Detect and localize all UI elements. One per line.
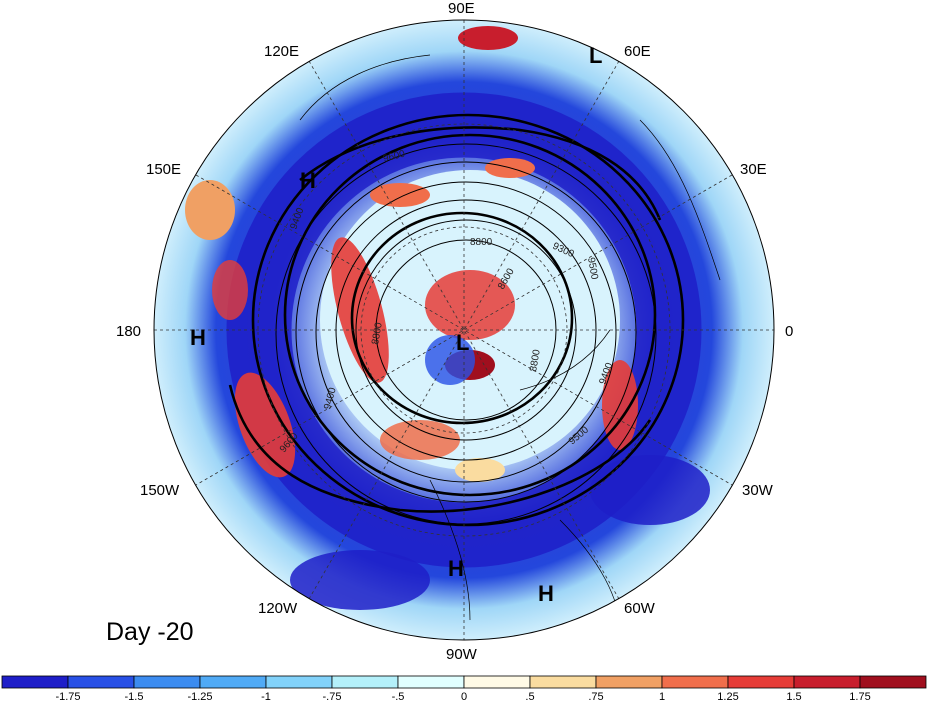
lon-label-90e: 90E [448, 0, 475, 17]
lon-label-90w: 90W [446, 646, 478, 663]
lon-label-30e: 30E [740, 161, 767, 178]
colorbar-tick-label: 1.25 [717, 691, 738, 702]
colorbar: -1.75 -1.5 -1.25 -1 -.75 -.5 0 .5 .75 1 1.25 1.5 1.7… [1, 675, 927, 702]
colorbar-swatch [67, 675, 135, 689]
colorbar-tick-label: 1.5 [786, 691, 801, 702]
lon-label-0: 0 [785, 323, 793, 340]
colorbar-swatch [1, 675, 69, 689]
high-pressure-marker: H [300, 168, 316, 193]
longitude-labels: 90E 60E 30E 0 30W 60W 90W 120W 150W 180 … [116, 0, 793, 663]
map-boundary [153, 19, 775, 641]
lon-label-60e: 60E [624, 43, 651, 60]
high-pressure-marker: H [448, 556, 464, 581]
lon-label-120w: 120W [258, 600, 298, 617]
panel-label: Day -20 [106, 618, 194, 646]
colorbar-swatch [397, 675, 465, 689]
colorbar-tick-label: -.5 [392, 691, 405, 702]
high-pressure-marker: H [538, 581, 554, 606]
colorbar-swatch [199, 675, 267, 689]
colorbar-tick-label: -1.5 [125, 691, 144, 702]
colorbar-tick-label: -1.25 [187, 691, 212, 702]
colorbar-tick-label: 1 [659, 691, 665, 702]
lon-label-120e: 120E [264, 43, 299, 60]
lon-label-150e: 150E [146, 161, 181, 178]
pressure-systems: L H H L H H [190, 43, 602, 606]
colorbar-tick-label: .5 [525, 691, 534, 702]
colorbar-swatch [793, 675, 861, 689]
colorbar-tick-label: -1.75 [55, 691, 80, 702]
colorbar-tick-label: 1.75 [849, 691, 870, 702]
high-pressure-marker: H [190, 325, 206, 350]
colorbar-swatch [265, 675, 333, 689]
colorbar-swatch [331, 675, 399, 689]
colorbar-tick-label: -1 [261, 691, 271, 702]
map-field [154, 20, 774, 640]
colorbar-swatch [661, 675, 729, 689]
lon-label-150w: 150W [140, 482, 180, 499]
colorbar-swatch [529, 675, 597, 689]
colorbar-swatch [463, 675, 531, 689]
lon-label-60w: 60W [624, 600, 656, 617]
contour-label: 9500 [585, 257, 600, 281]
contour-label: 8800 [528, 348, 543, 372]
colorbar-tick-label: 0 [461, 691, 467, 702]
lon-label-30w: 30W [742, 482, 774, 499]
colorbar-tick-label: .75 [588, 691, 603, 702]
colorbar-tick-label: -.75 [323, 691, 342, 702]
colorbar-swatch [133, 675, 201, 689]
contour-label: 8800 [370, 321, 385, 345]
lon-label-180: 180 [116, 323, 141, 340]
low-pressure-marker: L [589, 43, 602, 68]
colorbar-swatch [727, 675, 795, 689]
colorbar-swatch [859, 675, 927, 689]
low-pressure-marker: L [456, 330, 469, 355]
contour-label: 8800 [470, 237, 493, 248]
colorbar-swatch [595, 675, 663, 689]
